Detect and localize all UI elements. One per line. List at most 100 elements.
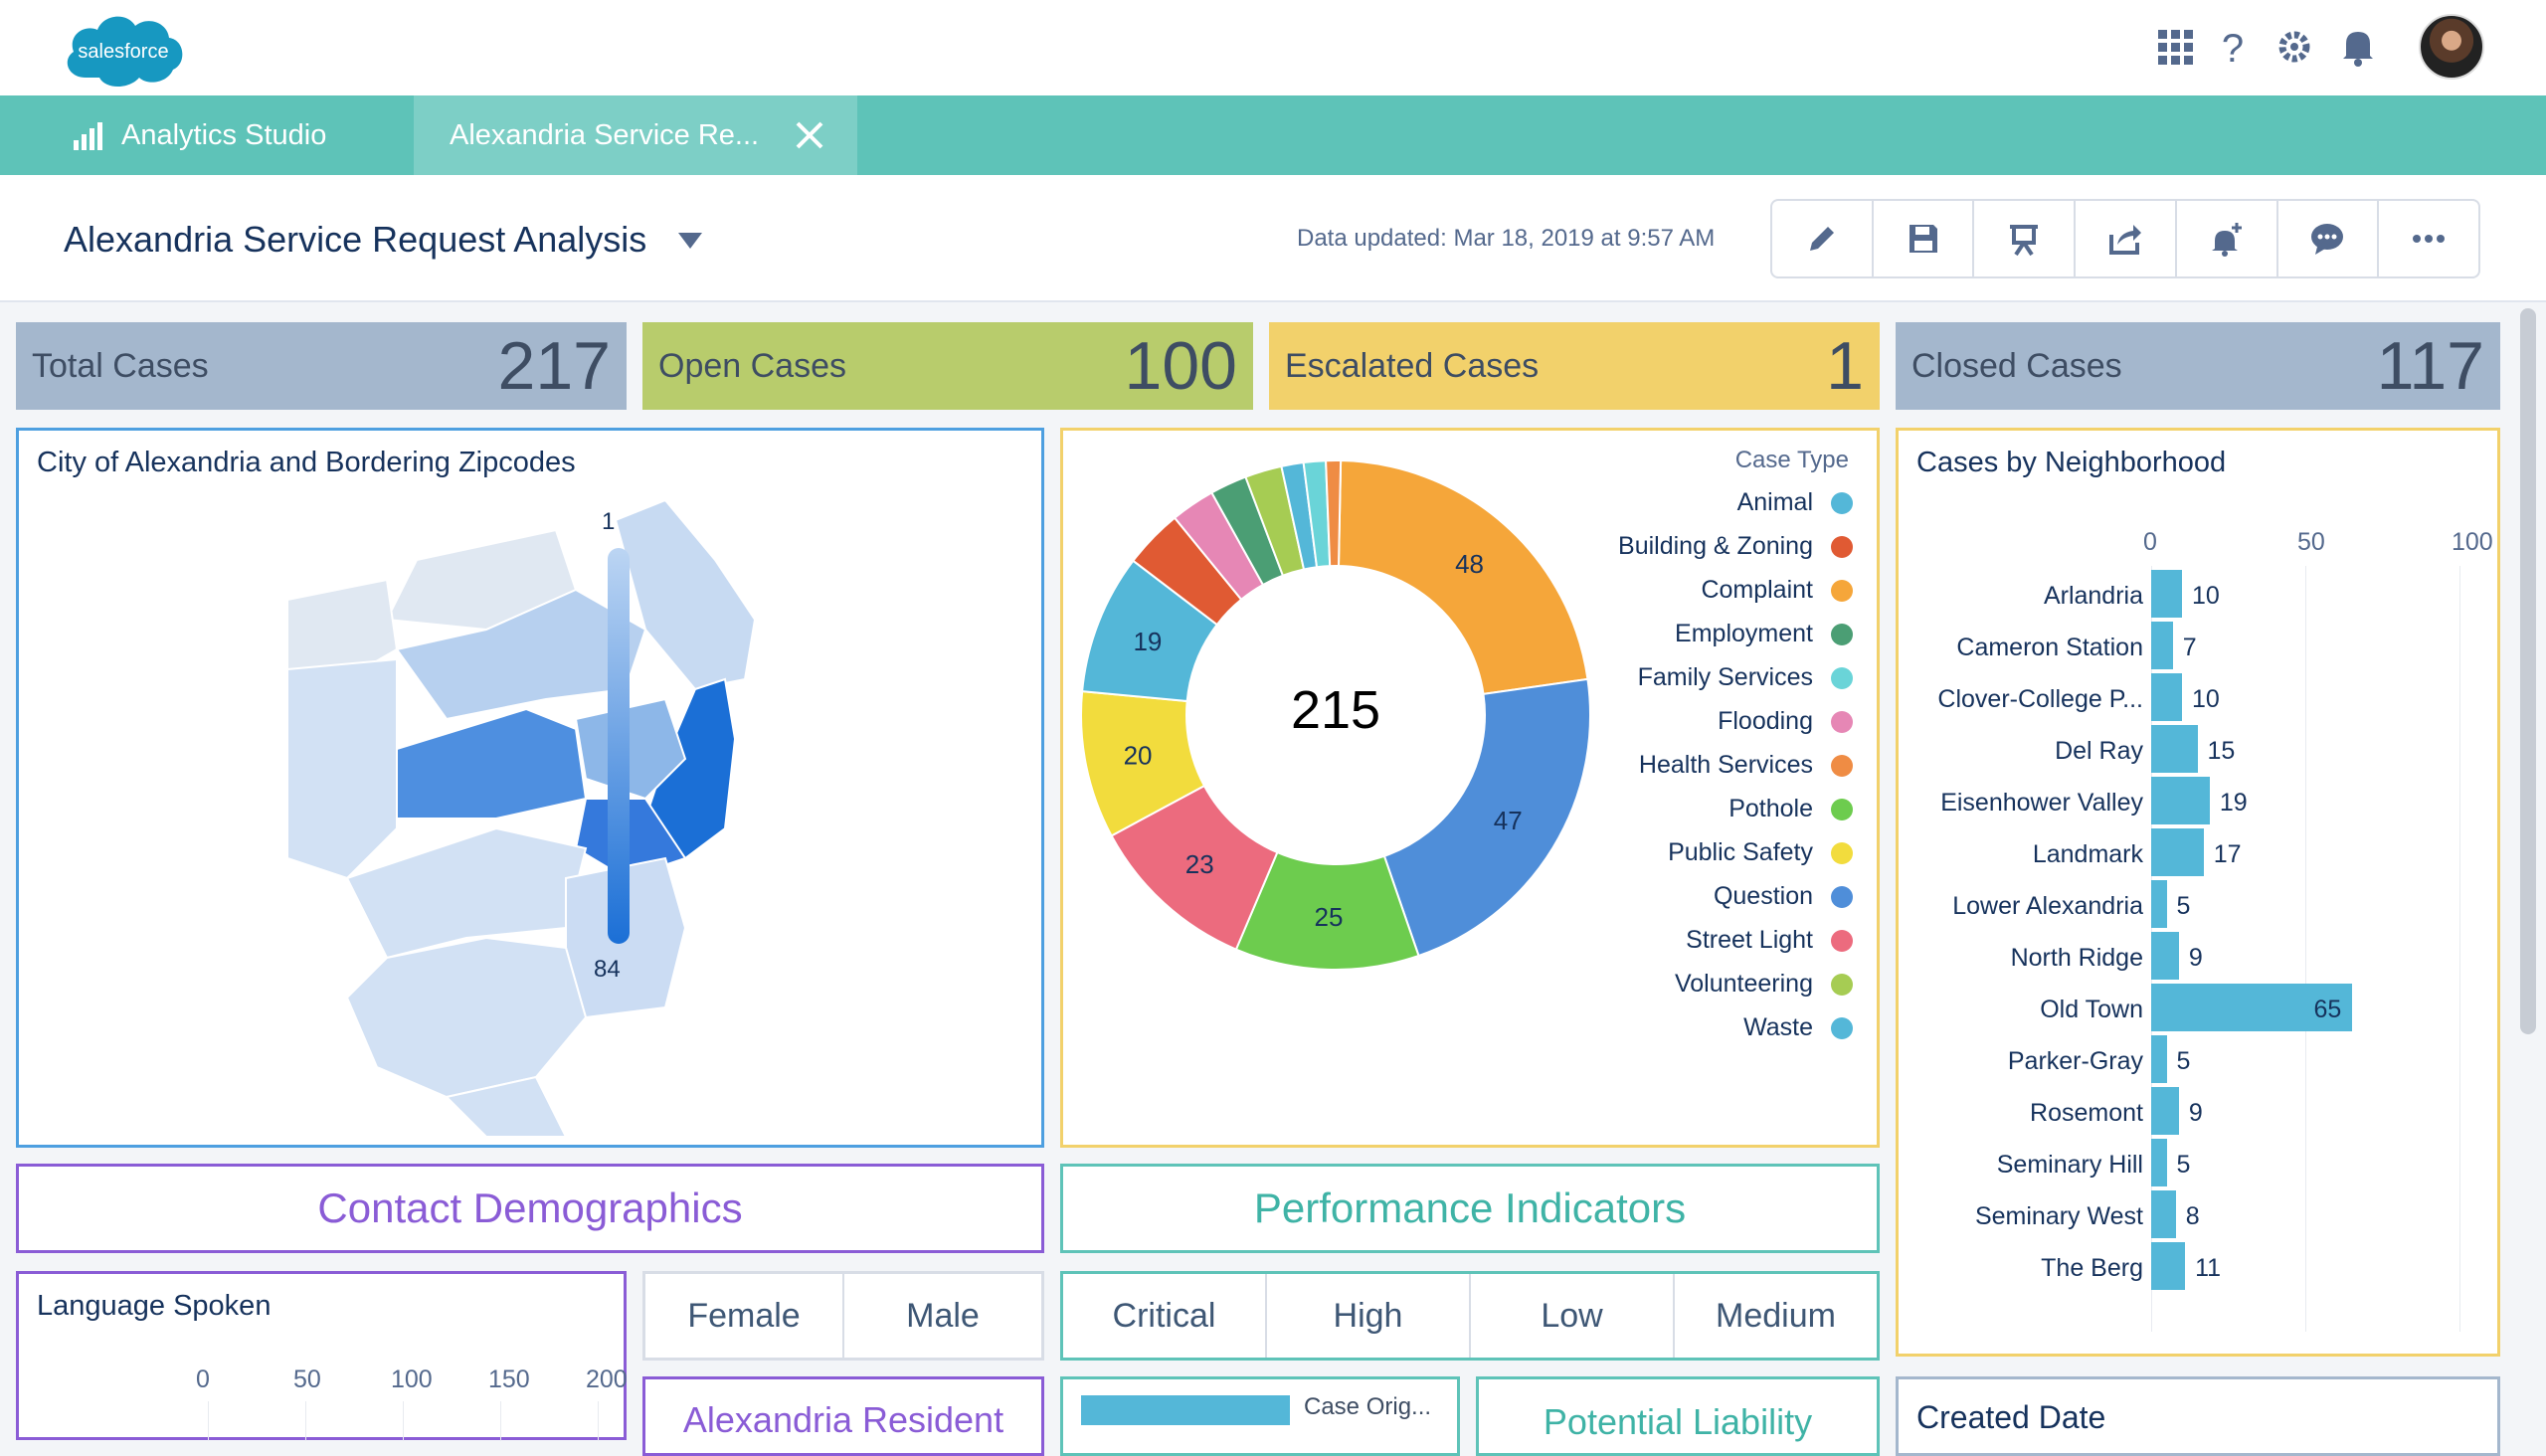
bar[interactable] xyxy=(2151,1190,2176,1238)
close-icon[interactable] xyxy=(792,117,827,153)
donut-slice-health-services[interactable] xyxy=(1325,459,1343,568)
case-origin-bar[interactable] xyxy=(1081,1395,1290,1425)
legend-item-question[interactable]: Question xyxy=(1714,882,1853,911)
comment-icon xyxy=(2311,224,2344,255)
present-button[interactable] xyxy=(1974,201,2077,276)
legend-swatch xyxy=(1831,754,1853,777)
gear-icon[interactable] xyxy=(2270,22,2319,72)
donut-slice-label: 47 xyxy=(1494,806,1523,835)
tab-bar: Analytics Studio Alexandria Service Re..… xyxy=(0,95,2546,175)
legend-item-health-services[interactable]: Health Services xyxy=(1639,751,1853,780)
bar[interactable] xyxy=(2151,622,2173,669)
category-label: Cameron Station xyxy=(1956,634,2143,661)
bar-value-label: 9 xyxy=(2188,1099,2203,1127)
legend-item-street-light[interactable]: Street Light xyxy=(1686,926,1853,955)
bar[interactable] xyxy=(2151,570,2182,618)
map-legend-max: 1 xyxy=(602,508,616,535)
legend-item-waste[interactable]: Waste xyxy=(1743,1013,1853,1042)
logo-text: salesforce xyxy=(78,41,168,63)
save-button[interactable] xyxy=(1874,201,1975,276)
bar[interactable] xyxy=(2151,828,2204,876)
language-spoken-panel: Language Spoken 0 50 100 150 200 xyxy=(16,1271,628,1441)
subscribe-button[interactable] xyxy=(2177,201,2278,276)
legend-item-volunteering[interactable]: Volunteering xyxy=(1675,970,1853,999)
bar[interactable] xyxy=(2151,725,2198,773)
bar-value-label: 15 xyxy=(2207,737,2236,765)
case-type-donut-chart[interactable]: 48 47 25 23 20 19 xyxy=(1077,456,1594,974)
tab-label: Analytics Studio xyxy=(121,118,327,151)
bar-value-label: 7 xyxy=(2182,634,2197,661)
legend-item-building-zoning[interactable]: Building & Zoning xyxy=(1618,532,1853,561)
bar[interactable] xyxy=(2151,932,2179,980)
neighborhood-panel: Cases by Neighborhood 0 50 100 Arlandria 10 C… xyxy=(1896,428,2500,1357)
donut-slice-complaint[interactable] xyxy=(1337,459,1589,695)
male-button[interactable]: Male xyxy=(906,1296,980,1335)
bar[interactable] xyxy=(2151,880,2167,928)
kpi-open-cases[interactable]: Open Cases 100 xyxy=(642,322,1253,410)
priority-toggle: Critical High Low Medium xyxy=(1060,1271,1880,1361)
legend-label: Question xyxy=(1713,882,1813,910)
priority-critical-button[interactable]: Critical xyxy=(1063,1274,1267,1358)
bar[interactable] xyxy=(2151,1242,2186,1290)
scrollbar[interactable] xyxy=(2520,308,2536,1034)
gridline xyxy=(500,1401,501,1441)
share-button[interactable] xyxy=(2076,201,2177,276)
x-tick-label: 50 xyxy=(293,1365,321,1393)
app-launcher-icon[interactable] xyxy=(2150,22,2200,72)
priority-high-button[interactable]: High xyxy=(1267,1274,1471,1358)
donut-slice-label: 25 xyxy=(1315,902,1344,932)
legend-label: Complaint xyxy=(1701,576,1813,604)
x-tick-label: 50 xyxy=(2297,528,2325,556)
tab-alexandria-service[interactable]: Alexandria Service Re... xyxy=(414,95,857,175)
bar-value-label: 65 xyxy=(2313,996,2342,1023)
edit-button[interactable] xyxy=(1772,201,1874,276)
bar[interactable] xyxy=(2151,673,2182,721)
bar-value-label: 5 xyxy=(2176,1047,2191,1075)
legend-swatch xyxy=(1831,885,1853,908)
choropleth-map[interactable] xyxy=(248,500,805,1137)
bar-value-label: 11 xyxy=(2195,1254,2222,1282)
help-icon[interactable]: ? xyxy=(2208,22,2258,72)
comment-button[interactable] xyxy=(2278,201,2380,276)
legend-item-public-safety[interactable]: Public Safety xyxy=(1668,838,1853,867)
donut-slice-question[interactable] xyxy=(1382,677,1591,958)
priority-low-button[interactable]: Low xyxy=(1471,1274,1675,1358)
more-actions-button[interactable] xyxy=(2379,201,2478,276)
legend-label: Flooding xyxy=(1718,707,1813,735)
category-label: Del Ray xyxy=(2055,737,2143,765)
kpi-escalated-cases[interactable]: Escalated Cases 1 xyxy=(1269,322,1880,410)
neighborhood-bar-chart[interactable]: 0 50 100 Arlandria 10 Cameron Station 7 Clover-… xyxy=(1899,431,2503,1360)
female-button[interactable]: Female xyxy=(645,1274,844,1358)
category-label: Parker-Gray xyxy=(2007,1047,2143,1075)
legend-item-animal[interactable]: Animal xyxy=(1737,488,1853,517)
tab-analytics-studio[interactable]: Analytics Studio xyxy=(0,95,414,175)
performance-indicators-header: Performance Indicators xyxy=(1060,1164,1880,1253)
bar[interactable] xyxy=(2151,1035,2167,1083)
bar[interactable] xyxy=(2151,1087,2179,1135)
legend-swatch xyxy=(1831,798,1853,820)
bar[interactable] xyxy=(2151,1139,2167,1186)
data-updated-text: Data updated: Mar 18, 2019 at 9:57 AM xyxy=(1297,225,1716,252)
salesforce-logo[interactable]: salesforce xyxy=(60,8,189,93)
priority-medium-button[interactable]: Medium xyxy=(1716,1296,1836,1335)
legend-title: Case Type xyxy=(1734,447,1849,473)
x-tick-label: 150 xyxy=(488,1365,530,1393)
bar-value-label: 17 xyxy=(2213,840,2242,868)
gridline xyxy=(2459,566,2460,1332)
legend-item-flooding[interactable]: Flooding xyxy=(1718,707,1853,736)
bar[interactable] xyxy=(2151,777,2210,824)
notification-bell-icon[interactable] xyxy=(2333,22,2383,72)
bar[interactable] xyxy=(2151,984,2352,1031)
legend-item-pothole[interactable]: Pothole xyxy=(1728,795,1853,823)
legend-item-family-services[interactable]: Family Services xyxy=(1638,663,1853,692)
legend-swatch xyxy=(1831,841,1853,864)
kpi-total-cases[interactable]: Total Cases 217 xyxy=(16,322,627,410)
legend-swatch xyxy=(1831,1016,1853,1039)
legend-item-complaint[interactable]: Complaint xyxy=(1701,576,1853,605)
kpi-closed-cases[interactable]: Closed Cases 117 xyxy=(1896,322,2500,410)
legend-item-employment[interactable]: Employment xyxy=(1675,620,1853,648)
chevron-down-icon[interactable] xyxy=(676,231,704,251)
user-avatar[interactable] xyxy=(2419,14,2484,80)
donut-center-value: 215 xyxy=(1290,680,1381,740)
kpi-value: 100 xyxy=(1124,328,1237,404)
